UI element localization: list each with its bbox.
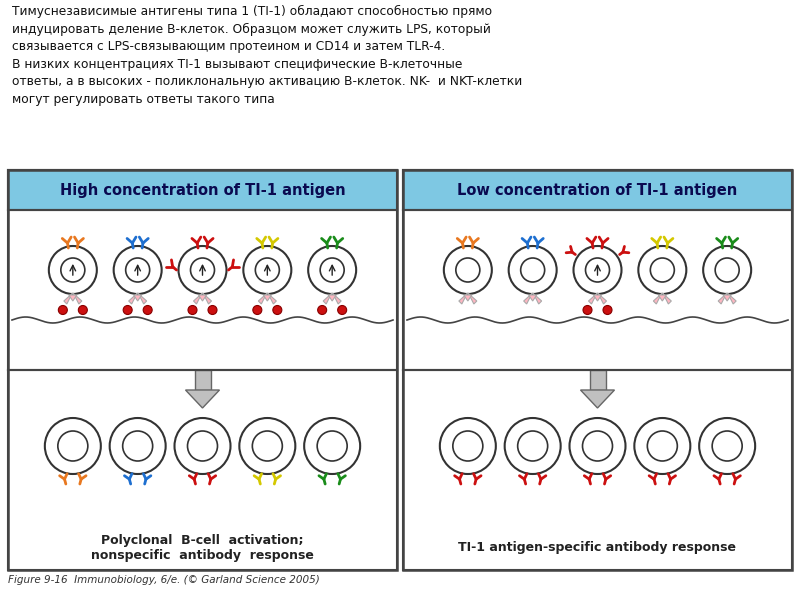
Circle shape bbox=[188, 305, 197, 314]
Circle shape bbox=[440, 418, 496, 474]
Circle shape bbox=[58, 305, 67, 314]
Circle shape bbox=[456, 258, 480, 282]
Circle shape bbox=[110, 418, 166, 474]
Circle shape bbox=[126, 258, 150, 282]
Polygon shape bbox=[594, 295, 602, 301]
Polygon shape bbox=[332, 293, 341, 304]
Polygon shape bbox=[198, 295, 206, 301]
Circle shape bbox=[638, 246, 686, 294]
Circle shape bbox=[509, 246, 557, 294]
Circle shape bbox=[318, 305, 326, 314]
Circle shape bbox=[505, 418, 561, 474]
Circle shape bbox=[61, 258, 85, 282]
Polygon shape bbox=[267, 293, 276, 304]
Polygon shape bbox=[134, 295, 142, 301]
Text: Тимуснезависимые антигены типа 1 (ТI-1) обладают способностью прямо
индуцировать: Тимуснезависимые антигены типа 1 (ТI-1) … bbox=[12, 5, 522, 106]
Circle shape bbox=[123, 305, 132, 314]
Polygon shape bbox=[258, 293, 267, 304]
Polygon shape bbox=[723, 295, 731, 301]
Polygon shape bbox=[533, 293, 542, 304]
Circle shape bbox=[178, 246, 226, 294]
Polygon shape bbox=[464, 295, 472, 301]
Circle shape bbox=[187, 431, 218, 461]
Polygon shape bbox=[590, 370, 606, 390]
Circle shape bbox=[586, 258, 610, 282]
Circle shape bbox=[582, 431, 613, 461]
Polygon shape bbox=[194, 293, 202, 304]
Polygon shape bbox=[129, 293, 138, 304]
Polygon shape bbox=[727, 293, 736, 304]
Circle shape bbox=[273, 305, 282, 314]
Circle shape bbox=[253, 305, 262, 314]
Circle shape bbox=[174, 418, 230, 474]
Bar bbox=[403, 170, 792, 570]
Polygon shape bbox=[263, 295, 271, 301]
Polygon shape bbox=[718, 293, 727, 304]
Polygon shape bbox=[662, 293, 671, 304]
Circle shape bbox=[521, 258, 545, 282]
Text: TI-1 antigen-specific antibody response: TI-1 antigen-specific antibody response bbox=[458, 541, 737, 554]
Circle shape bbox=[647, 431, 678, 461]
Circle shape bbox=[49, 246, 97, 294]
Circle shape bbox=[317, 431, 347, 461]
Circle shape bbox=[338, 305, 346, 314]
Circle shape bbox=[634, 418, 690, 474]
Bar bbox=[403, 170, 792, 210]
Polygon shape bbox=[138, 293, 146, 304]
Circle shape bbox=[699, 418, 755, 474]
Circle shape bbox=[304, 418, 360, 474]
Circle shape bbox=[122, 431, 153, 461]
Polygon shape bbox=[202, 293, 211, 304]
Text: Figure 9-16  Immunobiology, 6/e. (© Garland Science 2005): Figure 9-16 Immunobiology, 6/e. (© Garla… bbox=[8, 575, 320, 585]
Bar bbox=[8, 170, 397, 570]
Polygon shape bbox=[459, 293, 468, 304]
Circle shape bbox=[518, 431, 548, 461]
Circle shape bbox=[570, 418, 626, 474]
Polygon shape bbox=[524, 293, 533, 304]
Polygon shape bbox=[529, 295, 537, 301]
Circle shape bbox=[444, 246, 492, 294]
Text: Low concentration of TI-1 antigen: Low concentration of TI-1 antigen bbox=[458, 182, 738, 197]
Circle shape bbox=[712, 431, 742, 461]
Circle shape bbox=[453, 431, 483, 461]
Circle shape bbox=[715, 258, 739, 282]
Circle shape bbox=[114, 246, 162, 294]
Circle shape bbox=[190, 258, 214, 282]
Text: High concentration of TI-1 antigen: High concentration of TI-1 antigen bbox=[60, 182, 346, 197]
Polygon shape bbox=[186, 390, 219, 408]
Bar bbox=[8, 170, 397, 210]
Circle shape bbox=[255, 258, 279, 282]
Polygon shape bbox=[654, 293, 662, 304]
Circle shape bbox=[650, 258, 674, 282]
Polygon shape bbox=[328, 295, 336, 301]
Bar bbox=[8, 170, 397, 570]
Circle shape bbox=[320, 258, 344, 282]
Text: Polyclonal  B-cell  activation;
nonspecific  antibody  response: Polyclonal B-cell activation; nonspecifi… bbox=[91, 534, 314, 562]
Circle shape bbox=[703, 246, 751, 294]
Polygon shape bbox=[658, 295, 666, 301]
Circle shape bbox=[208, 305, 217, 314]
Polygon shape bbox=[468, 293, 477, 304]
Circle shape bbox=[252, 431, 282, 461]
Polygon shape bbox=[69, 295, 77, 301]
Circle shape bbox=[78, 305, 87, 314]
Circle shape bbox=[583, 305, 592, 314]
Polygon shape bbox=[598, 293, 606, 304]
Circle shape bbox=[243, 246, 291, 294]
Circle shape bbox=[239, 418, 295, 474]
Polygon shape bbox=[323, 293, 332, 304]
Circle shape bbox=[45, 418, 101, 474]
Polygon shape bbox=[589, 293, 598, 304]
Circle shape bbox=[143, 305, 152, 314]
Polygon shape bbox=[73, 293, 82, 304]
Circle shape bbox=[603, 305, 612, 314]
Circle shape bbox=[574, 246, 622, 294]
Circle shape bbox=[308, 246, 356, 294]
Polygon shape bbox=[194, 370, 210, 390]
Circle shape bbox=[58, 431, 88, 461]
Polygon shape bbox=[64, 293, 73, 304]
Bar bbox=[403, 170, 792, 570]
Polygon shape bbox=[581, 390, 614, 408]
